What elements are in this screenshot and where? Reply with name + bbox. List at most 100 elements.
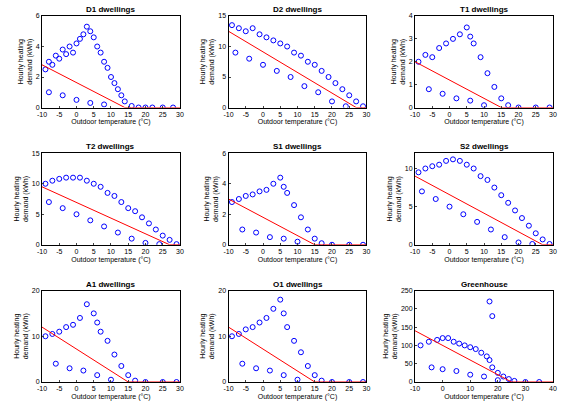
svg-text:0: 0 xyxy=(448,111,452,118)
svg-text:250: 250 xyxy=(401,287,413,294)
svg-text:20: 20 xyxy=(328,248,336,255)
svg-text:25: 25 xyxy=(345,111,353,118)
svg-text:-10: -10 xyxy=(410,385,420,392)
svg-text:15: 15 xyxy=(218,12,226,19)
svg-text:10: 10 xyxy=(218,43,226,50)
svg-text:30: 30 xyxy=(176,111,184,118)
svg-text:-10: -10 xyxy=(37,111,47,118)
svg-text:25: 25 xyxy=(532,111,540,118)
svg-text:T2 dwellings: T2 dwellings xyxy=(86,142,135,151)
svg-text:25: 25 xyxy=(532,248,540,255)
svg-text:2: 2 xyxy=(409,58,413,65)
svg-text:Hourly heatingdemand (kWh): Hourly heatingdemand (kWh) xyxy=(17,39,34,85)
svg-text:25: 25 xyxy=(159,111,167,118)
svg-text:5: 5 xyxy=(92,111,96,118)
svg-text:4: 4 xyxy=(36,43,40,50)
svg-text:0: 0 xyxy=(409,378,413,385)
svg-text:40: 40 xyxy=(549,385,557,392)
svg-text:10: 10 xyxy=(107,111,115,118)
svg-text:Hourly heatingdemand (kWh): Hourly heatingdemand (kWh) xyxy=(203,176,220,222)
svg-text:0: 0 xyxy=(261,248,265,255)
svg-text:20: 20 xyxy=(515,248,523,255)
svg-text:6: 6 xyxy=(222,150,226,157)
svg-text:20: 20 xyxy=(32,287,40,294)
svg-text:15: 15 xyxy=(311,248,319,255)
svg-text:0: 0 xyxy=(222,378,226,385)
svg-text:2: 2 xyxy=(222,211,226,218)
svg-text:15: 15 xyxy=(32,150,40,157)
svg-text:20: 20 xyxy=(328,111,336,118)
svg-text:-5: -5 xyxy=(243,248,249,255)
svg-text:0: 0 xyxy=(36,378,40,385)
svg-text:5: 5 xyxy=(465,111,469,118)
svg-text:10: 10 xyxy=(480,111,488,118)
svg-text:20: 20 xyxy=(142,248,150,255)
svg-text:15: 15 xyxy=(124,385,132,392)
svg-text:T1 dwellings: T1 dwellings xyxy=(460,5,509,14)
svg-text:Hourly heatingdemand (kWh): Hourly heatingdemand (kWh) xyxy=(199,39,216,85)
svg-text:-10: -10 xyxy=(223,248,233,255)
svg-text:20: 20 xyxy=(218,287,226,294)
svg-text:D1 dwellings: D1 dwellings xyxy=(86,5,135,14)
svg-text:30: 30 xyxy=(176,248,184,255)
svg-text:-5: -5 xyxy=(429,248,435,255)
svg-text:A1 dwellings: A1 dwellings xyxy=(86,280,135,289)
svg-text:O1 dwellings: O1 dwellings xyxy=(273,280,323,289)
svg-text:15: 15 xyxy=(124,248,132,255)
svg-text:Hourly heatingdemand (kWh): Hourly heatingdemand (kWh) xyxy=(390,39,407,85)
svg-text:Outdoor temperature (°C): Outdoor temperature (°C) xyxy=(444,393,523,401)
svg-text:0: 0 xyxy=(448,248,452,255)
svg-text:-10: -10 xyxy=(37,248,47,255)
svg-text:0: 0 xyxy=(222,241,226,248)
svg-text:0: 0 xyxy=(409,241,413,248)
svg-text:Outdoor temperature (°C): Outdoor temperature (°C) xyxy=(258,118,337,126)
svg-text:-10: -10 xyxy=(410,248,420,255)
svg-text:S1 dwellings: S1 dwellings xyxy=(273,142,322,151)
svg-text:30: 30 xyxy=(363,385,371,392)
svg-text:-10: -10 xyxy=(223,111,233,118)
svg-text:Hourly heatingdemand (kWh): Hourly heatingdemand (kWh) xyxy=(13,176,30,222)
svg-text:Outdoor temperature (°C): Outdoor temperature (°C) xyxy=(258,393,337,401)
svg-text:6: 6 xyxy=(36,12,40,19)
svg-text:5: 5 xyxy=(278,111,282,118)
svg-text:20: 20 xyxy=(494,385,502,392)
svg-text:10: 10 xyxy=(107,248,115,255)
svg-text:Outdoor temperature (°C): Outdoor temperature (°C) xyxy=(444,256,523,264)
svg-text:Outdoor temperature (°C): Outdoor temperature (°C) xyxy=(71,118,150,126)
svg-text:0: 0 xyxy=(261,111,265,118)
svg-text:200: 200 xyxy=(401,305,413,312)
svg-text:5: 5 xyxy=(409,203,413,210)
svg-text:10: 10 xyxy=(294,385,302,392)
svg-text:-10: -10 xyxy=(410,111,420,118)
svg-text:Hourly heatingdemand (kWh): Hourly heatingdemand (kWh) xyxy=(382,313,399,359)
svg-text:10: 10 xyxy=(294,248,302,255)
svg-text:10: 10 xyxy=(466,385,474,392)
svg-text:0: 0 xyxy=(75,385,79,392)
svg-text:25: 25 xyxy=(345,385,353,392)
svg-text:-5: -5 xyxy=(243,111,249,118)
svg-text:10: 10 xyxy=(480,248,488,255)
svg-text:5: 5 xyxy=(222,73,226,80)
svg-text:S2 dwellings: S2 dwellings xyxy=(460,142,509,151)
svg-text:-10: -10 xyxy=(37,385,47,392)
svg-text:25: 25 xyxy=(159,385,167,392)
svg-text:0: 0 xyxy=(75,111,79,118)
svg-text:5: 5 xyxy=(278,385,282,392)
svg-text:-10: -10 xyxy=(223,385,233,392)
svg-text:15: 15 xyxy=(497,248,505,255)
svg-text:Hourly heatingdemand (kWh): Hourly heatingdemand (kWh) xyxy=(13,313,30,359)
svg-text:15: 15 xyxy=(311,385,319,392)
svg-text:0: 0 xyxy=(261,385,265,392)
svg-text:Hourly heatingdemand (kWh): Hourly heatingdemand (kWh) xyxy=(386,176,403,222)
svg-text:Outdoor temperature (°C): Outdoor temperature (°C) xyxy=(71,256,150,264)
svg-text:30: 30 xyxy=(549,111,557,118)
svg-text:2: 2 xyxy=(36,73,40,80)
svg-text:1: 1 xyxy=(409,81,413,88)
svg-text:15: 15 xyxy=(311,111,319,118)
svg-text:30: 30 xyxy=(176,385,184,392)
svg-text:5: 5 xyxy=(465,248,469,255)
svg-text:10: 10 xyxy=(107,385,115,392)
svg-text:0: 0 xyxy=(36,104,40,111)
svg-text:0: 0 xyxy=(222,104,226,111)
svg-text:-5: -5 xyxy=(56,111,62,118)
